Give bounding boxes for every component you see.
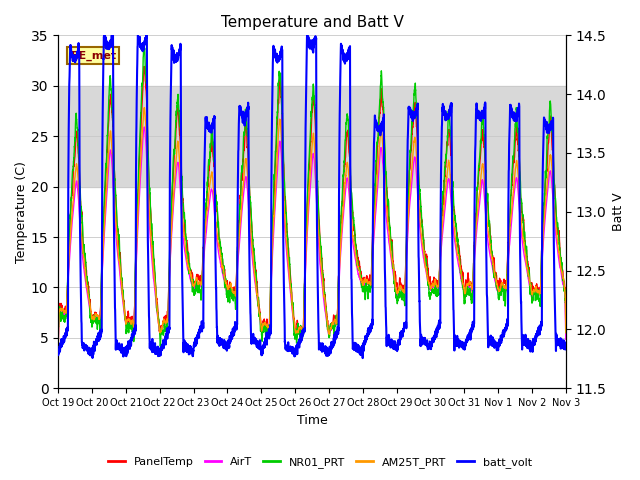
Text: EE_met: EE_met (71, 50, 116, 60)
Title: Temperature and Batt V: Temperature and Batt V (221, 15, 403, 30)
Y-axis label: Temperature (C): Temperature (C) (15, 161, 28, 263)
Y-axis label: Batt V: Batt V (612, 192, 625, 231)
X-axis label: Time: Time (296, 414, 328, 427)
Bar (58, 86, 566, 187)
Legend: PanelTemp, AirT, NR01_PRT, AM25T_PRT, batt_volt: PanelTemp, AirT, NR01_PRT, AM25T_PRT, ba… (104, 452, 536, 472)
